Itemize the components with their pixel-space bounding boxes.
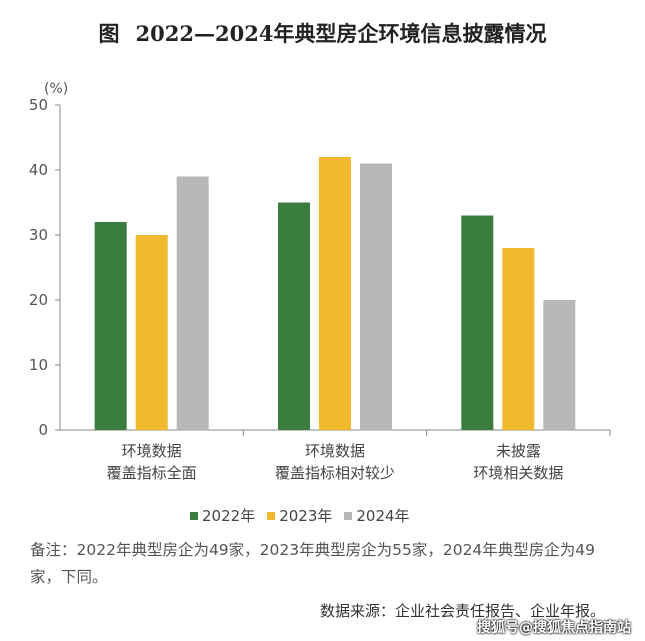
- legend: 2022年 2023年 2024年: [190, 505, 422, 526]
- bar-2024年-cat3: [543, 300, 576, 430]
- y-tick-label-30: 30: [29, 226, 48, 244]
- y-tick-label-20: 20: [29, 291, 48, 309]
- legend-item-2023: 2023年: [267, 505, 332, 526]
- bar-2024年-cat2: [360, 163, 392, 430]
- x-category-label-3-line1: 未披露: [496, 442, 541, 460]
- chart-title-text: 2022—2024年典型房企环境信息披露情况: [135, 21, 547, 46]
- legend-item-2024: 2024年: [344, 505, 410, 526]
- x-category-label-2-line1: 环境数据: [305, 442, 365, 460]
- chart-title: 图 2022—2024年典型房企环境信息披露情况: [0, 18, 645, 48]
- bar-2024年-cat1: [176, 176, 209, 430]
- legend-label-2024: 2024年: [356, 507, 410, 525]
- legend-swatch-2023: [267, 511, 276, 520]
- x-category-label-3-line2: 环境相关数据: [473, 464, 563, 482]
- y-tick-label-0: 0: [38, 421, 48, 439]
- footnote: 备注：2022年典型房企为49家，2023年典型房企为55家，2024年典型房企…: [30, 541, 596, 586]
- bar-2023年-cat2: [319, 157, 351, 430]
- y-tick-label-50: 50: [29, 96, 48, 114]
- bar-2022年-cat2: [278, 202, 310, 430]
- y-axis-unit-label: (%): [44, 81, 68, 97]
- y-tick-label-10: 10: [29, 356, 48, 374]
- x-category-label-1-line2: 覆盖指标全面: [107, 464, 197, 482]
- bar-2022年-cat1: [94, 222, 127, 430]
- legend-swatch-2022: [190, 511, 198, 520]
- legend-label-2022: 2022年: [202, 507, 256, 525]
- watermark: 搜狐号@搜狐焦点指南站: [477, 620, 631, 636]
- bar-2023年-cat3: [502, 248, 535, 430]
- y-tick-label-40: 40: [29, 161, 48, 179]
- legend-item-2022: 2022年: [190, 505, 255, 526]
- x-category-label-2-line2: 覆盖指标相对较少: [275, 464, 395, 482]
- x-category-label-1-line1: 环境数据: [122, 442, 182, 460]
- bar-2022年-cat3: [461, 215, 494, 430]
- figure-prefix: 图: [98, 21, 120, 46]
- bar-2023年-cat1: [135, 235, 168, 430]
- legend-label-2023: 2023年: [279, 507, 333, 525]
- data-source: 数据来源：企业社会责任报告、企业年报。: [319, 602, 605, 620]
- legend-swatch-2024: [344, 511, 353, 520]
- bar-chart: (%)01020304050环境数据覆盖指标全面环境数据覆盖指标相对较少未披露环…: [29, 81, 611, 482]
